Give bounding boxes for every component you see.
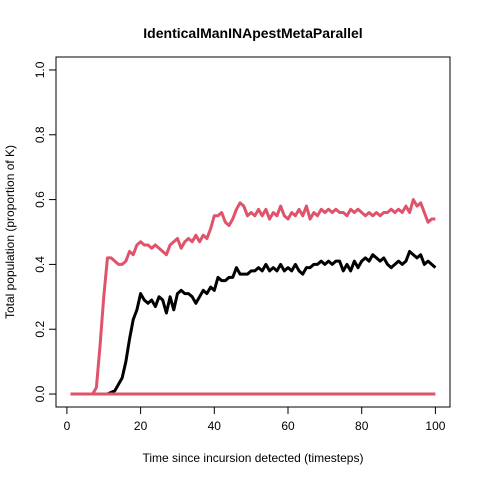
y-tick-label: 0.6 [33,191,47,208]
y-tick-label: 0.4 [33,256,47,273]
x-axis-label: Time since incursion detected (timesteps… [143,451,364,465]
series-line [70,249,437,396]
y-tick-label: 0.0 [33,385,47,402]
y-tick-label: 0.8 [33,126,47,143]
y-tick-label: 1.0 [33,61,47,78]
x-tick-label: 80 [355,419,369,433]
series-line [70,198,436,396]
x-tick-label: 100 [425,419,445,433]
x-tick-label: 60 [281,419,295,433]
chart-title: IdenticalManINApestMetaParallel [143,25,362,41]
x-tick-label: 0 [64,419,71,433]
y-axis-label: Total population (proportion of K) [3,145,17,319]
x-tick-label: 20 [134,419,148,433]
y-tick-label: 0.2 [33,321,47,338]
x-tick-label: 40 [208,419,222,433]
